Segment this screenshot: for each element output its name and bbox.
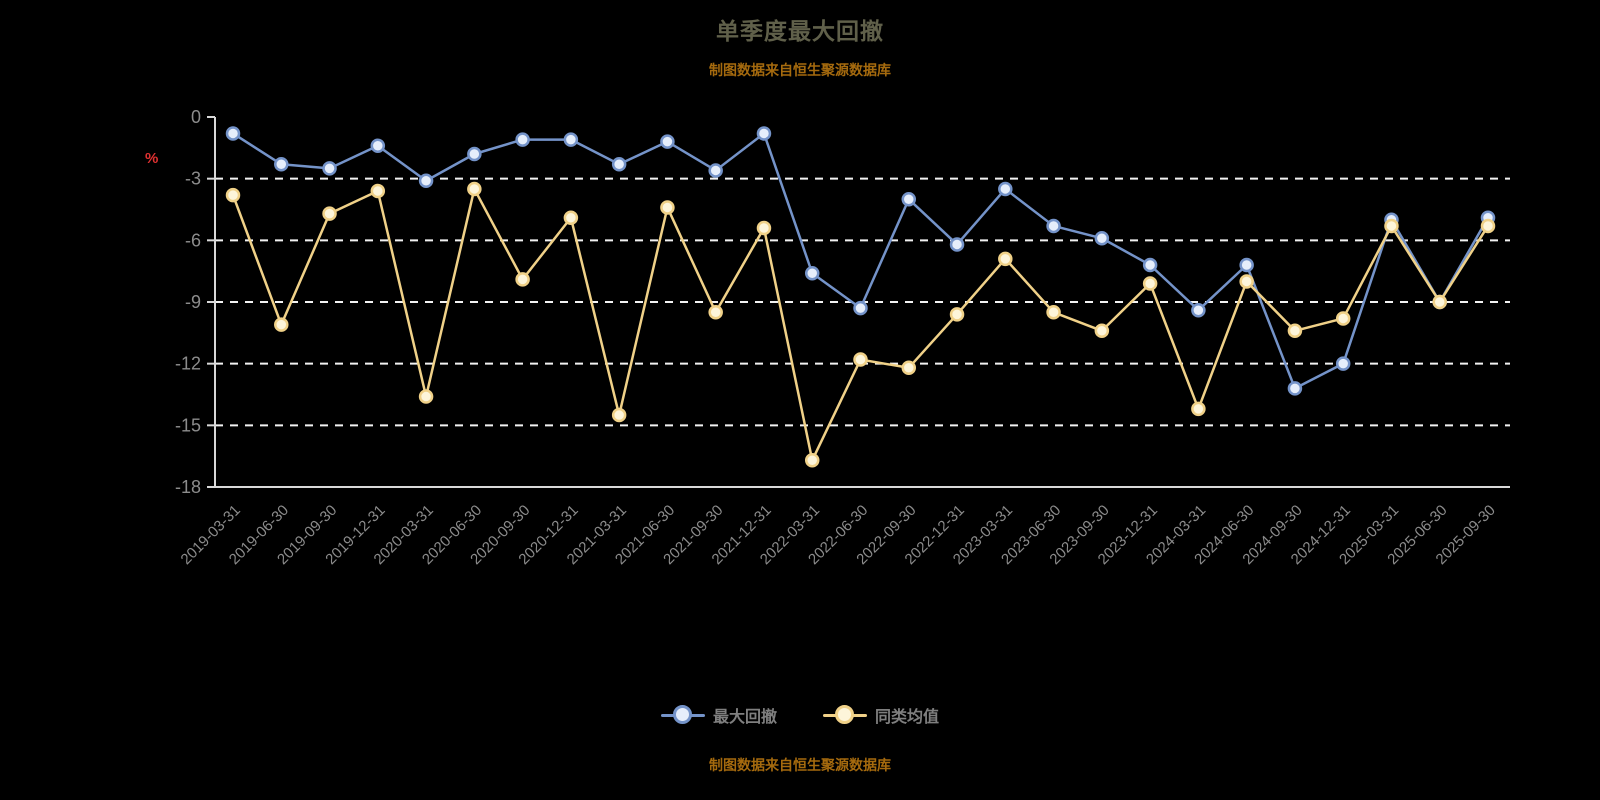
data-point-max-drawdown <box>901 191 917 207</box>
legend-marker-blue-icon <box>660 704 705 726</box>
data-point-max-drawdown <box>853 300 868 316</box>
data-point-category-average <box>901 360 917 376</box>
data-point-category-average <box>756 220 772 236</box>
legend-label-max-drawdown: 最大回撤 <box>712 709 777 726</box>
y-axis-label: 0 <box>191 107 201 127</box>
data-point-category-average <box>1142 276 1158 291</box>
data-point-category-average <box>1239 274 1254 289</box>
data-point-category-average <box>370 183 386 199</box>
legend-label-category-average: 同类均值 <box>875 709 940 726</box>
data-point-max-drawdown <box>756 126 772 141</box>
data-point-max-drawdown <box>1191 302 1206 318</box>
data-point-max-drawdown <box>515 132 530 147</box>
data-point-max-drawdown <box>708 163 723 178</box>
y-axis-label: -6 <box>185 230 201 250</box>
data-point-max-drawdown <box>1094 231 1110 246</box>
chart-footer: 制图数据来自恒生聚源数据库 <box>709 757 891 773</box>
data-point-max-drawdown <box>611 157 627 172</box>
data-point-category-average <box>1480 218 1496 234</box>
data-point-max-drawdown <box>467 146 482 162</box>
data-point-max-drawdown <box>804 265 820 281</box>
data-point-category-average <box>660 200 675 215</box>
data-point-category-average <box>467 181 482 197</box>
chart-legend: 最大回撤 同类均值 <box>0 703 1600 727</box>
y-axis-label: -12 <box>175 354 201 374</box>
data-point-category-average <box>515 272 530 287</box>
y-axis-label: -15 <box>175 415 201 435</box>
data-point-category-average <box>611 407 627 423</box>
data-point-category-average <box>1094 323 1110 339</box>
data-point-category-average <box>1287 323 1303 339</box>
legend-item-max-drawdown[interactable]: 最大回撤 <box>660 703 777 727</box>
data-point-max-drawdown <box>1046 218 1061 234</box>
data-point-category-average <box>1046 305 1061 320</box>
data-point-category-average <box>1335 311 1351 326</box>
legend-dot <box>672 705 692 724</box>
chart-subtitle: 制图数据来自恒生聚源数据库 <box>709 62 891 78</box>
data-point-max-drawdown <box>225 126 241 141</box>
data-point-max-drawdown <box>998 181 1013 197</box>
data-point-max-drawdown <box>949 237 965 252</box>
series-line-max-drawdown <box>231 132 1490 390</box>
data-point-max-drawdown <box>1335 356 1351 371</box>
chart-title: 单季度最大回撤 <box>716 18 884 44</box>
data-point-max-drawdown <box>1239 257 1254 273</box>
legend-marker-yellow-icon <box>823 704 867 726</box>
data-point-category-average <box>274 317 289 332</box>
legend-item-category-average[interactable]: 同类均值 <box>823 703 939 727</box>
data-point-max-drawdown <box>322 161 337 176</box>
data-point-max-drawdown <box>274 157 289 172</box>
series-line-category-average <box>231 187 1490 462</box>
data-point-category-average <box>225 187 241 203</box>
data-point-max-drawdown <box>1142 257 1158 273</box>
data-point-category-average <box>949 307 965 322</box>
data-point-category-average <box>708 305 723 320</box>
data-point-category-average <box>322 206 337 221</box>
data-point-category-average <box>1384 218 1399 234</box>
data-point-max-drawdown <box>660 134 675 149</box>
data-point-category-average <box>563 210 579 225</box>
data-point-category-average <box>804 453 820 468</box>
data-point-max-drawdown <box>1287 381 1303 396</box>
y-axis-label: -18 <box>175 477 201 497</box>
data-point-max-drawdown <box>370 138 386 154</box>
y-axis-unit-label: % <box>145 150 158 167</box>
data-point-category-average <box>1432 294 1447 310</box>
data-point-category-average <box>998 251 1013 267</box>
legend-dot <box>835 705 854 724</box>
line-chart: 0-3-6-9-12-15-18%2019-03-312019-06-30201… <box>145 107 1510 568</box>
data-point-max-drawdown <box>563 132 579 147</box>
y-axis-label: -9 <box>185 292 201 312</box>
data-point-category-average <box>853 352 868 367</box>
data-point-category-average <box>418 389 434 404</box>
data-point-category-average <box>1191 401 1206 417</box>
data-point-max-drawdown <box>418 173 434 188</box>
y-axis-label: -3 <box>185 169 201 189</box>
